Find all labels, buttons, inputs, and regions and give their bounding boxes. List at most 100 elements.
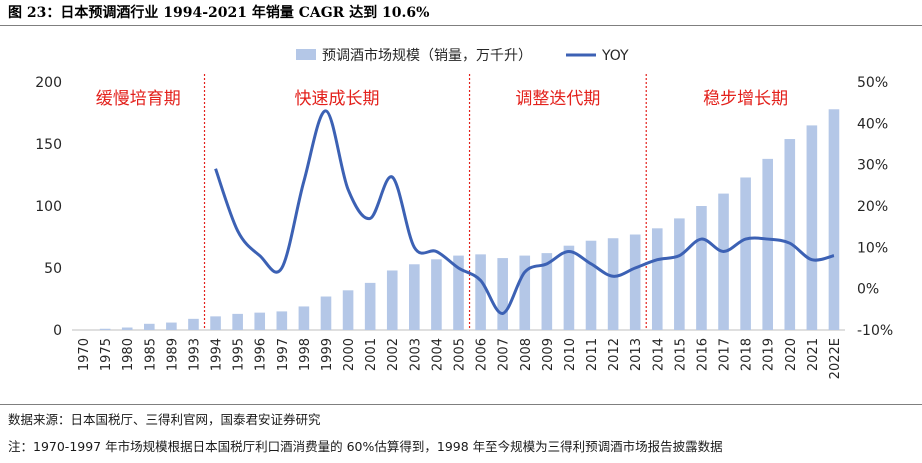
bar [563,245,575,330]
x-tick-label: 2006 [475,338,490,371]
bar [651,228,663,330]
x-tick-label: 1975 [99,338,114,371]
y-right-tick-label: 20% [857,199,888,215]
x-tick-label: 2001 [364,338,379,371]
x-tick-label: 2016 [695,338,710,371]
bar [143,323,155,330]
x-tick-label: 2018 [740,338,755,371]
bar [629,234,641,330]
y-right-tick-label: 0% [857,282,879,298]
x-tick-label: 1997 [276,338,291,371]
x-tick-label: 1980 [121,338,136,371]
x-tick-label: 2019 [762,338,777,371]
x-tick-label: 1999 [320,338,335,371]
x-tick-label: 2004 [430,338,445,371]
bar [453,255,464,330]
phase-label: 稳步增长期 [703,89,788,109]
bar [674,218,685,330]
x-tick-label: 2011 [585,338,600,371]
bar [740,177,751,330]
bar [409,264,420,330]
phase-label: 缓慢培育期 [96,88,181,109]
bar [762,158,774,330]
bar [254,312,266,330]
x-tick-label: 1985 [143,338,158,371]
x-tick-label: 2015 [673,338,688,371]
yoy-line-layer [214,109,835,315]
bar [298,306,310,330]
bar [607,238,619,330]
y-right-tick-label: 40% [857,116,888,132]
bar [806,125,818,331]
x-tick-label: 2009 [541,338,556,371]
bar [342,290,354,330]
source-note: 数据来源：日本国税厅、三得利官网，国泰君安证券研究 [8,412,321,427]
bar [121,327,133,330]
y-right-tick-label: -10% [857,323,893,339]
bar [541,253,553,330]
y-left-tick-label: 50 [44,261,62,277]
bars-layer [99,109,840,331]
y-left-tick-label: 150 [35,137,62,153]
bar [431,259,442,330]
bar [828,109,840,330]
y-right-tick-label: 50% [857,75,888,91]
bar [585,240,597,330]
x-tick-label: 1994 [210,338,225,371]
x-tick-label: 2010 [563,338,578,371]
bar [320,296,332,330]
axes-layer: 0 50 100 150 200 -10% 0% 10% 20% 30% 40% 50% 1970 197… [35,75,893,379]
bar [276,311,288,330]
bar [99,328,111,330]
y-right-tick-label: 10% [857,240,888,256]
x-tick-label: 1998 [298,338,313,371]
x-tick-label: 2020 [784,338,799,371]
bar [475,254,486,330]
bar [784,139,796,330]
x-tick-label: 2014 [651,338,666,371]
phase-label: 调整迭代期 [515,89,600,109]
x-tick-label: 1996 [254,338,269,371]
bar [386,270,398,330]
figure-title: 图 23：日本预调酒行业 1994-2021 年销量 CAGR 达到 10.6% [8,5,430,21]
x-tick-label: 2012 [607,338,622,371]
x-tick-label: 1993 [187,338,202,371]
source-rule [0,404,922,405]
x-tick-label: 2005 [453,338,468,371]
x-tick-label: 2000 [342,338,357,371]
bar [718,193,729,330]
y-left-tick-label: 200 [35,75,62,91]
x-tick-label: 2002 [386,338,401,371]
bar [519,255,531,330]
x-tick-label: 1989 [165,338,180,371]
bar [232,313,243,330]
legend-bar-swatch [296,49,316,60]
bar [166,322,177,330]
title-rule [0,25,922,26]
x-tick-label: 2003 [408,338,423,371]
phase-label: 快速成长期 [295,89,380,109]
x-tick-label: 2008 [519,338,534,371]
chart-area: 0 50 100 150 200 -10% 0% 10% 20% 30% 40% 50% 1970 197… [35,47,893,379]
x-tick-label: 2013 [629,338,644,371]
legend-bar-label: 预调酒市场规模（销量，万千升） [322,47,532,64]
phase-dividers [203,74,647,330]
chart-legend: 预调酒市场规模（销量，万千升） YOY [296,47,629,64]
x-tick-label: 2017 [718,338,733,371]
y-left-tick-label: 0 [53,323,62,339]
bar [497,258,508,330]
legend-line-label: YOY [601,48,629,64]
bar [210,316,221,330]
footnote: 注：1970-1997 年市场规模根据日本国税厅利口酒消费量的 60%估算得到，… [8,439,723,454]
bar [188,318,199,330]
bar [696,206,707,330]
y-right-tick-label: 30% [857,158,888,174]
phase-labels: 缓慢培育期 快速成长期 调整迭代期 稳步增长期 [96,88,788,109]
y-left-tick-label: 100 [35,199,62,215]
x-tick-label: 2021 [806,338,821,371]
yoy-line [214,109,835,315]
x-tick-label: 1995 [232,338,247,371]
x-tick-label: 2022E [828,338,843,379]
x-tick-label: 2007 [497,338,512,371]
bar [364,282,376,330]
